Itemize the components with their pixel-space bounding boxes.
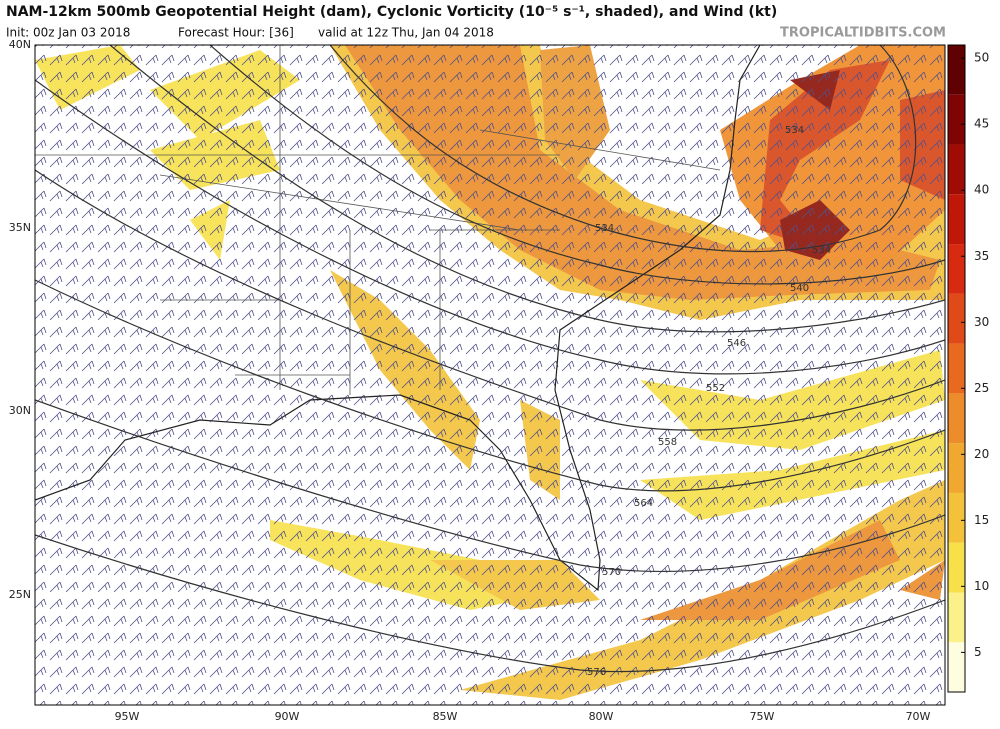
colorbar-segment (948, 393, 965, 444)
map-frame (34, 44, 946, 706)
colorbar-tick-label: 20 (974, 447, 989, 461)
contour-label: 534 (595, 223, 614, 234)
wind-barbs (35, 45, 945, 705)
contour-label: 546 (727, 338, 746, 349)
state-borders (35, 45, 721, 395)
coastline (35, 45, 761, 592)
lat-label: 25N (9, 588, 31, 601)
forecast-hour: Forecast Hour: [36] (178, 26, 294, 40)
lon-labels: 95W 90W 85W 80W 75W 70W (115, 710, 931, 723)
contour-label: 552 (706, 383, 725, 394)
colorbar-segment (948, 244, 965, 294)
colorbar-tick-label: 40 (974, 183, 989, 197)
contour-label: 576 (587, 667, 606, 678)
lon-label: 95W (115, 710, 140, 723)
colorbar: 5 10 15 20 25 30 35 40 45 50 (947, 44, 989, 693)
init: Init: 00z Jan 03 2018 (6, 26, 130, 40)
lon-label: 75W (750, 710, 775, 723)
colorbar-segment (948, 343, 965, 394)
lat-label: 30N (9, 404, 31, 417)
colorbar-segment (948, 443, 965, 493)
colorbar-tick-label: 25 (974, 381, 989, 395)
colorbar-tick-label: 45 (974, 117, 989, 131)
colorbar-segment (948, 293, 965, 344)
colorbar-segment (948, 592, 965, 643)
contour-label: 540 (790, 283, 809, 294)
lat-label: 40N (9, 38, 31, 51)
lon-label: 70W (906, 710, 931, 723)
colorbar-tick-label: 15 (974, 513, 989, 527)
colorbar-segment (948, 94, 965, 145)
contour-label: 534 (785, 125, 804, 136)
lon-label: 90W (275, 710, 300, 723)
brand: TROPICALTIDBITS.COM (780, 26, 946, 41)
colorbar-segment (948, 492, 965, 543)
colorbar-segment (948, 45, 965, 95)
colorbar-tick-label: 30 (974, 315, 989, 329)
lon-label: 85W (433, 710, 458, 723)
map: 534 534 534 540 546 552 558 564 570 576 (35, 45, 945, 705)
title: NAM-12km 500mb Geopotential Height (dam)… (6, 4, 777, 20)
colorbar-segment (948, 144, 965, 195)
colorbar-frame (947, 44, 966, 693)
lon-label: 80W (589, 710, 614, 723)
height-contours (35, 45, 945, 673)
colorbar-segment (948, 194, 965, 245)
lat-labels: 40N 35N 30N 25N (9, 38, 31, 601)
contour-label: 570 (602, 567, 621, 578)
colorbar-tick-label: 35 (974, 249, 989, 263)
colorbar-tick-label: 10 (974, 579, 989, 593)
colorbar-segment (948, 642, 965, 692)
colorbar-tick-label: 5 (974, 645, 982, 659)
colorbar-segment (948, 542, 965, 593)
contour-label: 534 (812, 245, 831, 256)
colorbar-tick-label: 50 (974, 51, 989, 65)
lat-label: 35N (9, 221, 31, 234)
valid-time: valid at 12z Thu, Jan 04 2018 (318, 26, 494, 40)
contour-label: 558 (658, 437, 677, 448)
contour-labels: 534 534 534 540 546 552 558 564 570 576 (587, 125, 831, 678)
contour-label: 564 (634, 498, 653, 509)
